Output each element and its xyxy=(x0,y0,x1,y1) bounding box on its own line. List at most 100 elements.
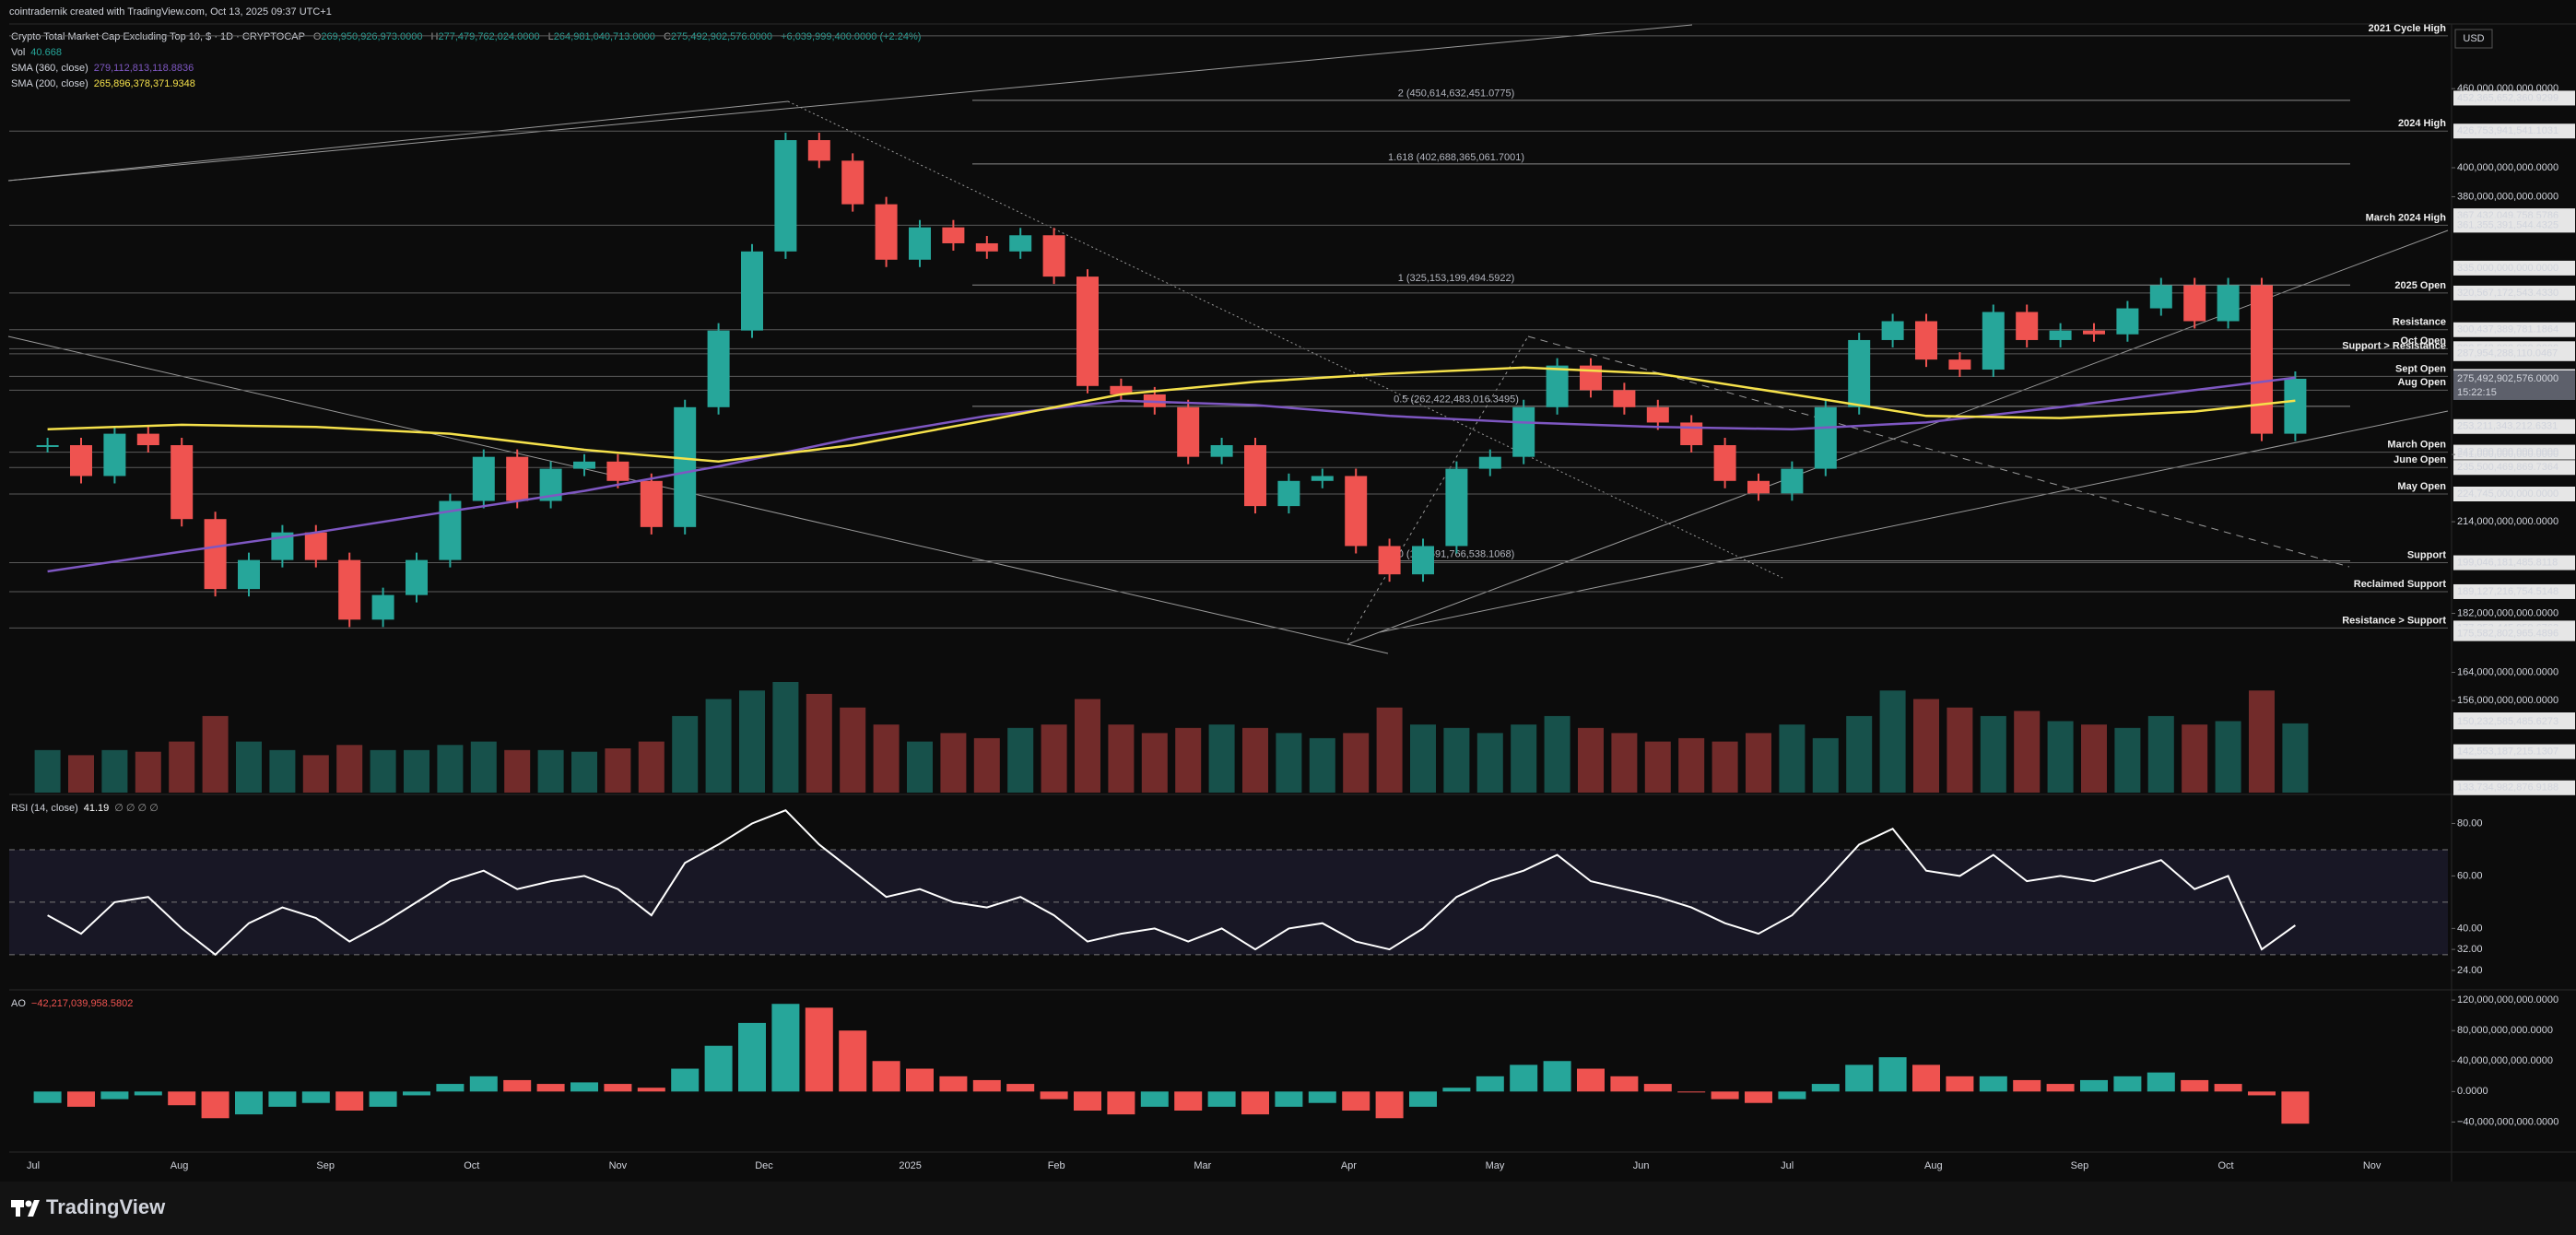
rsi-tick-label: 40.00 xyxy=(2457,923,2483,934)
currency-box[interactable] xyxy=(2454,29,2493,49)
x-tick-label: Apr xyxy=(1341,1160,1357,1171)
ao-bar xyxy=(1643,1084,1672,1092)
price-label: 452,365,652,360.9299 xyxy=(2457,92,2558,103)
volume-bar xyxy=(2182,724,2208,793)
ao-bar xyxy=(2046,1084,2075,1092)
ao-bar xyxy=(403,1091,430,1096)
ao-bar xyxy=(1241,1091,1269,1115)
ao-bar xyxy=(1342,1091,1370,1111)
candle xyxy=(406,559,428,595)
ao-value: −42,217,039,958.5802 xyxy=(31,998,133,1009)
ao-bar xyxy=(637,1088,665,1092)
volume-bar xyxy=(1175,727,1202,793)
volume-bar xyxy=(1141,733,1168,793)
candle xyxy=(640,480,663,527)
volume-bar xyxy=(840,707,866,793)
candle xyxy=(36,445,59,448)
candle xyxy=(1915,321,1937,360)
fib-label: 2 (450,614,632,451.0775) xyxy=(1398,88,1515,100)
ao-bar xyxy=(1375,1091,1404,1119)
candle xyxy=(1378,546,1401,575)
ao-tick-label: 40,000,000,000.0000 xyxy=(2457,1055,2553,1066)
candle xyxy=(1345,476,1368,547)
ao-bar xyxy=(738,1022,766,1092)
ao-bar xyxy=(1946,1076,1974,1092)
x-tick-label: Nov xyxy=(2363,1160,2382,1171)
ao-bar xyxy=(301,1091,330,1103)
candle xyxy=(909,227,931,260)
level-label: May Open xyxy=(2397,481,2446,492)
candle xyxy=(371,594,394,620)
ao-bar xyxy=(201,1091,229,1119)
close: 275,492,902,576.0000 xyxy=(671,31,772,42)
low: 264,981,040,713.0000 xyxy=(554,31,655,42)
price-label-box xyxy=(2453,583,2575,599)
rsi-tick-label: 24.00 xyxy=(2457,965,2483,976)
x-tick-label: Jul xyxy=(1781,1160,1794,1171)
x-tick-label: Sep xyxy=(2071,1160,2089,1171)
sma200-value: 265,896,378,371.9348 xyxy=(94,78,195,89)
o-label: O xyxy=(313,31,322,42)
h-label: H xyxy=(431,31,439,42)
ao-bar xyxy=(939,1076,968,1092)
volume-bar xyxy=(1578,727,1604,793)
volume-bar xyxy=(638,741,665,793)
volume-bar xyxy=(1879,690,1906,793)
volume-bar xyxy=(1410,724,1436,793)
price-label-box xyxy=(2453,322,2575,337)
x-tick-label: Sep xyxy=(316,1160,335,1171)
volume-bar xyxy=(1476,733,1503,793)
logo-part xyxy=(16,1200,20,1217)
price-label-box xyxy=(2453,346,2575,361)
ao-bar xyxy=(1275,1091,1303,1107)
volume-bar xyxy=(672,715,699,793)
ao-tick-label: 120,000,000,000.0000 xyxy=(2457,994,2558,1006)
ao-bar xyxy=(503,1079,532,1092)
chart-layer: 2021 Cycle High 2024 High March 2024 High 2… xyxy=(9,23,2575,1171)
volume-bar xyxy=(1746,733,1771,793)
candle xyxy=(841,160,865,205)
fib-label: 1 (325,153,199,494.5922) xyxy=(1398,273,1515,284)
ao-bar xyxy=(771,1004,800,1092)
ao-bar xyxy=(67,1091,95,1107)
candle xyxy=(1009,235,1032,252)
volume-bar xyxy=(705,699,732,793)
candle xyxy=(942,227,965,243)
x-tick-label: Mar xyxy=(1194,1160,1211,1171)
volume-bar xyxy=(571,751,597,793)
sma360-line xyxy=(47,376,2296,573)
candle xyxy=(2183,285,2206,322)
volume-bar xyxy=(1309,737,1335,793)
candle xyxy=(875,204,898,260)
candle xyxy=(2149,285,2172,309)
x-tick-label: Aug xyxy=(171,1160,189,1171)
volume-bar xyxy=(1644,741,1671,793)
ao-tick-label: 80,000,000,000.0000 xyxy=(2457,1025,2553,1036)
ao-bar xyxy=(1610,1076,1639,1092)
level-label: Oct Open xyxy=(2400,335,2446,347)
volume-bar xyxy=(1913,699,1939,793)
ao-bar xyxy=(2080,1079,2108,1092)
ao-bar xyxy=(1845,1064,1874,1092)
legend-volume: Vol 40.668 xyxy=(11,47,62,58)
ao-tick-label: −40,000,000,000.0000 xyxy=(2457,1116,2558,1127)
ao-bar xyxy=(1174,1091,1203,1111)
ao-bar xyxy=(369,1091,397,1107)
vol-label: Vol xyxy=(11,47,25,58)
candle xyxy=(674,406,697,527)
price-label-box xyxy=(2453,555,2575,570)
volume-bar xyxy=(1511,724,1537,793)
currency[interactable]: USD xyxy=(2463,33,2484,44)
ao-bar xyxy=(1510,1064,1538,1092)
logo-part xyxy=(28,1200,40,1217)
level-label: March Open xyxy=(2387,439,2446,450)
candle xyxy=(1613,390,1636,407)
candle xyxy=(1076,276,1099,386)
ao-bar xyxy=(1207,1091,1236,1107)
price-label-box xyxy=(2453,486,2575,501)
candle xyxy=(2016,312,2039,340)
price-label-box xyxy=(2453,90,2575,106)
volume-bar xyxy=(1075,699,1100,793)
